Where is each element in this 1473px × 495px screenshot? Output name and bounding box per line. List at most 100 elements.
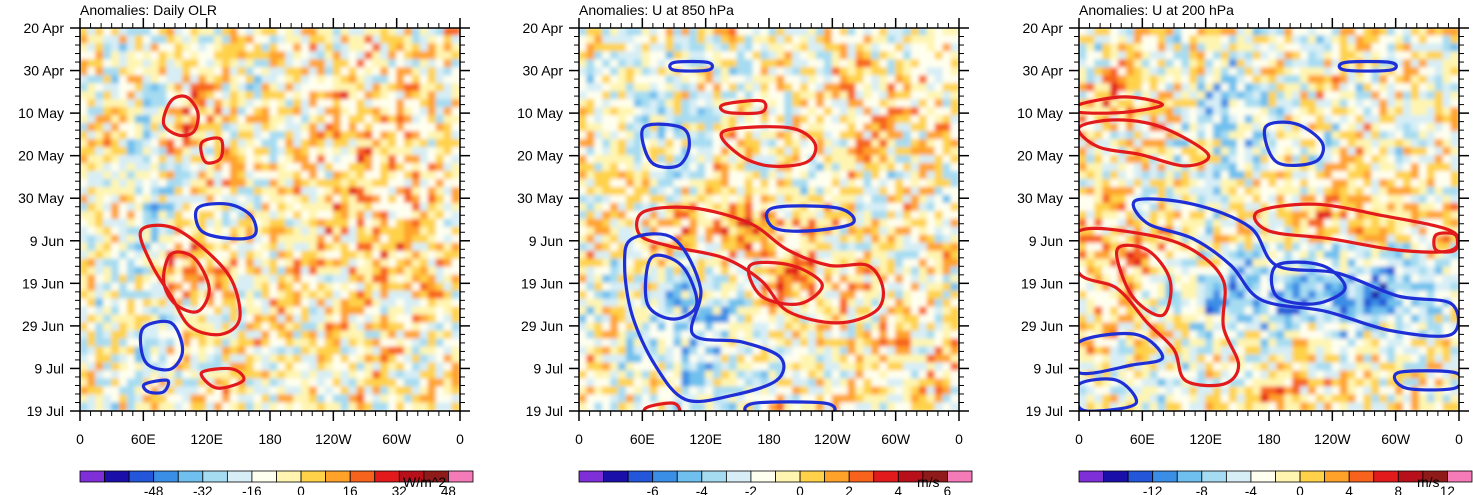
negative-contour-6 — [668, 59, 715, 73]
y-tick-label: 9 Jun — [30, 233, 64, 249]
colorbar-swatch — [701, 470, 727, 483]
y-tick-label: 20 May — [18, 148, 64, 164]
colorbar-units: m/s — [917, 474, 940, 490]
colorbar-swatch — [1176, 470, 1203, 483]
colorbar-swatch — [1103, 470, 1129, 483]
positive-contour-2 — [138, 223, 242, 337]
heatmap-field — [80, 28, 460, 411]
x-tick-label: 180 — [258, 431, 282, 447]
y-tick-label: 20 Apr — [24, 20, 65, 36]
x-tick-label: 0 — [76, 431, 84, 447]
colorbar-swatch — [799, 470, 826, 483]
colorbar-swatch — [1447, 470, 1473, 483]
x-tick-label: 120E — [190, 431, 223, 447]
x-tick-label: 180 — [1257, 431, 1281, 447]
colorbar-label: 4 — [1345, 484, 1353, 495]
colorbar-swatch — [128, 470, 155, 483]
colorbar-units: W/m^2 — [403, 474, 446, 490]
colorbar-swatch — [1373, 470, 1399, 483]
colorbar-label: -16 — [242, 484, 262, 495]
y-axis: 20 Apr 30 Apr 10 May 20 May 30 May 9 Jun 19 Ju… — [517, 20, 969, 419]
x-tick-label: 0 — [1075, 431, 1083, 447]
x-tick-label: 0 — [575, 431, 583, 447]
colorbar-label: 4 — [895, 484, 903, 495]
panel-title: Anomalies: U at 200 hPa — [1079, 2, 1234, 18]
colorbar-swatch — [1324, 470, 1350, 483]
x-axis: 0 60E 120E 180 120W 60W 0 — [575, 18, 963, 447]
x-tick-label: 0 — [1455, 431, 1463, 447]
negative-contour-6 — [138, 319, 185, 372]
colorbar-swatch — [448, 470, 474, 483]
y-tick-label: 10 May — [517, 105, 563, 121]
colorbar-swatch — [750, 470, 776, 483]
colorbar-label: -2 — [745, 484, 757, 495]
colorbar-swatch — [1348, 470, 1375, 483]
x-tick-label: 60W — [382, 431, 412, 447]
colorbar-swatch — [848, 470, 875, 483]
y-axis: 20 Apr 30 Apr 10 May 20 May 30 May 9 Jun 19 Ju… — [18, 20, 470, 419]
y-tick-label: 9 Jun — [529, 233, 563, 249]
colorbar: -12 -8 -4 0 4 8 12 — [1078, 470, 1473, 495]
colorbar-label: 0 — [1296, 484, 1304, 495]
colorbar-swatch — [824, 470, 850, 483]
x-tick-label: 0 — [456, 431, 464, 447]
colorbar-swatch — [153, 470, 179, 483]
positive-contour-5 — [1432, 231, 1459, 254]
positive-contour-4 — [199, 366, 246, 390]
y-tick-label: 19 Jul — [27, 403, 64, 419]
contours — [138, 94, 258, 395]
positive-contour-0 — [1079, 95, 1165, 115]
y-tick-label: 29 Jun — [521, 318, 563, 334]
y-tick-label: 19 Jul — [526, 403, 563, 419]
colorbar-label: 48 — [441, 484, 456, 495]
y-tick-label: 19 Jun — [1021, 275, 1063, 291]
colorbar-label: 6 — [944, 484, 952, 495]
negative-contour-9 — [1269, 260, 1347, 306]
negative-contour-5 — [640, 122, 691, 170]
colorbar-swatch — [374, 470, 400, 483]
y-tick-label: 30 May — [1017, 190, 1063, 206]
positive-contour-4 — [1115, 243, 1173, 318]
colorbar-label: 12 — [1440, 484, 1455, 495]
x-tick-label: 60E — [1130, 431, 1155, 447]
y-tick-label: 20 Apr — [1023, 20, 1064, 36]
x-tick-label: 120W — [814, 431, 851, 447]
y-tick-label: 20 May — [517, 148, 563, 164]
colorbar-swatch — [300, 470, 327, 483]
y-tick-label: 9 Jul — [533, 360, 563, 376]
colorbar-label: -32 — [193, 484, 213, 495]
y-tick-label: 19 Jul — [1026, 403, 1063, 419]
colorbar-swatch — [725, 470, 752, 483]
colorbar-label: -48 — [144, 484, 164, 495]
colorbar-swatch — [947, 470, 973, 483]
positive-contour-4 — [642, 401, 682, 411]
positive-contour-3 — [1079, 226, 1241, 388]
colorbar-label: -8 — [1196, 484, 1208, 495]
colorbar-swatch — [177, 470, 204, 483]
panel-u850: Anomalies: U at 850 hPa 20 Apr 30 Apr 10 M… — [517, 2, 973, 495]
colorbar-swatch — [1127, 470, 1154, 483]
negative-contour-7 — [1262, 120, 1326, 167]
x-tick-label: 0 — [955, 431, 963, 447]
contours — [1079, 59, 1459, 411]
panel-title: Anomalies: Daily OLR — [80, 2, 217, 18]
colorbar-label: 0 — [796, 484, 804, 495]
colorbar-swatch — [1078, 470, 1104, 483]
y-tick-label: 19 Jun — [22, 275, 64, 291]
negative-contour-11 — [1079, 377, 1139, 411]
y-tick-label: 30 May — [18, 190, 64, 206]
x-tick-label: 120W — [1314, 431, 1351, 447]
negative-contour-5 — [193, 202, 258, 241]
colorbar-label: 2 — [845, 484, 853, 495]
panel-title: Anomalies: U at 850 hPa — [579, 2, 734, 18]
x-tick-label: 60W — [1381, 431, 1411, 447]
negative-contour-9 — [643, 253, 699, 321]
x-tick-label: 180 — [757, 431, 781, 447]
colorbar-label: 8 — [1395, 484, 1403, 495]
x-axis: 0 60E 120E 180 120W 60W 0 — [76, 18, 464, 447]
colorbar-label: -6 — [647, 484, 659, 495]
positive-contour-1 — [1079, 118, 1211, 168]
colorbar-swatch — [104, 470, 130, 483]
